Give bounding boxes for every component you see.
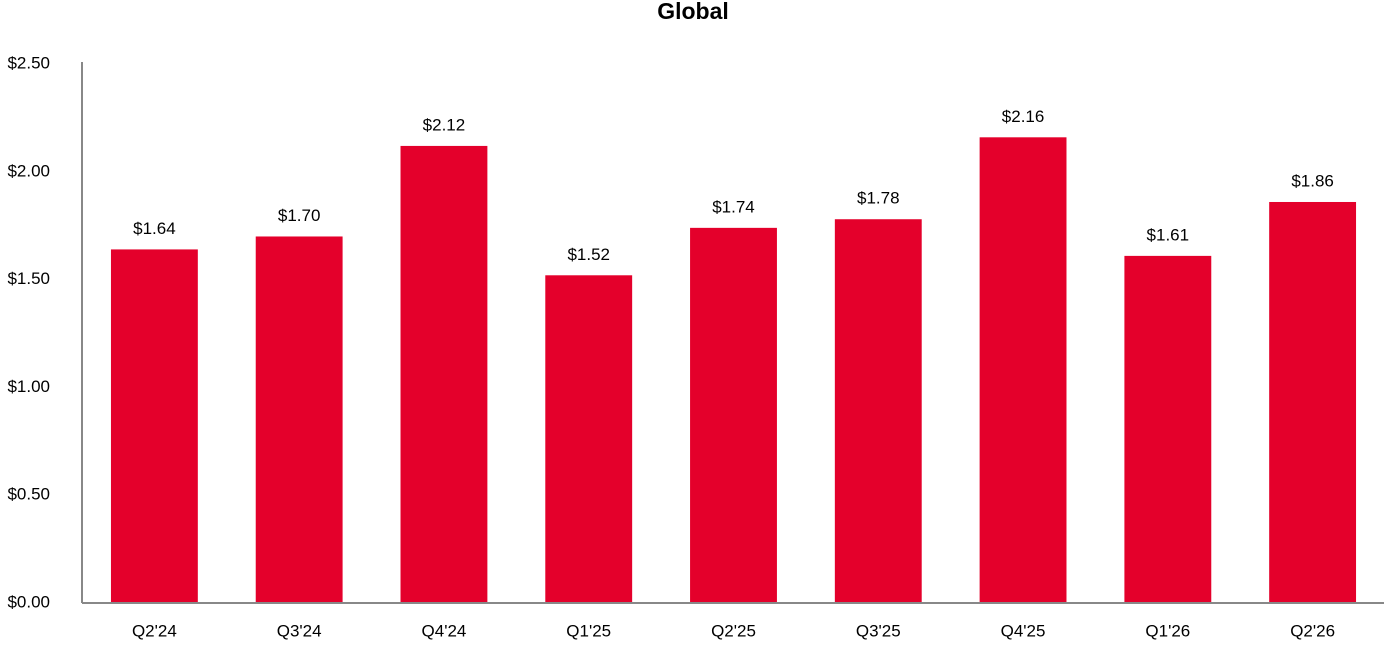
- x-tick-label: Q3'25: [856, 621, 901, 640]
- bar: [400, 145, 488, 604]
- bar: [834, 219, 922, 603]
- x-tick-label: Q3'24: [277, 621, 322, 640]
- y-tick-label: $2.00: [7, 161, 50, 180]
- y-tick-label: $1.50: [7, 269, 50, 288]
- value-label: $1.74: [712, 197, 755, 216]
- bar: [690, 227, 777, 603]
- value-label: $2.12: [423, 115, 466, 134]
- bar: [255, 236, 343, 604]
- y-tick-label: $0.00: [7, 592, 50, 611]
- x-tick-label: Q2'26: [1290, 621, 1335, 640]
- x-tick-label: Q1'26: [1145, 621, 1190, 640]
- x-tick-label: Q2'24: [132, 621, 177, 640]
- value-label: $1.78: [857, 189, 900, 208]
- bar: [1124, 255, 1212, 603]
- value-label: $1.86: [1291, 171, 1334, 190]
- chart-title: Global: [657, 0, 729, 24]
- value-label: $1.70: [278, 206, 321, 225]
- value-label: $1.61: [1147, 225, 1190, 244]
- bar: [1269, 201, 1357, 603]
- y-tick-label: $1.00: [7, 377, 50, 396]
- y-tick-label: $0.50: [7, 485, 50, 504]
- x-tick-label: Q4'24: [422, 621, 467, 640]
- value-label: $1.64: [133, 219, 176, 238]
- bar: [979, 137, 1067, 603]
- value-label: $1.52: [567, 245, 610, 264]
- value-label: $2.16: [1002, 107, 1045, 126]
- bar: [110, 249, 198, 603]
- x-tick-label: Q4'25: [1001, 621, 1046, 640]
- bar: [545, 275, 633, 603]
- y-tick-label: $2.50: [7, 53, 50, 72]
- x-tick-label: Q2'25: [711, 621, 756, 640]
- x-tick-label: Q1'25: [566, 621, 611, 640]
